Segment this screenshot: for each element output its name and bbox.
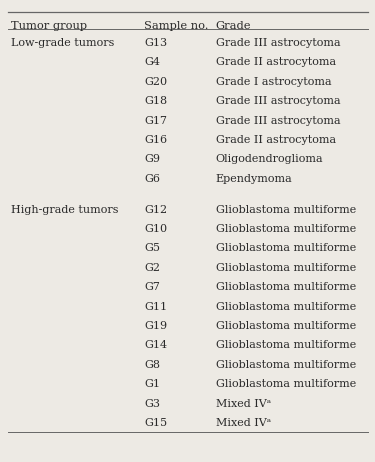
Text: G3: G3 bbox=[144, 399, 160, 409]
Text: Ependymoma: Ependymoma bbox=[216, 174, 292, 184]
Text: Glioblastoma multiforme: Glioblastoma multiforme bbox=[216, 302, 356, 312]
Text: Mixed IVᵃ: Mixed IVᵃ bbox=[216, 418, 271, 428]
Text: Grade I astrocytoma: Grade I astrocytoma bbox=[216, 77, 331, 87]
Text: G7: G7 bbox=[144, 282, 160, 292]
Text: Glioblastoma multiforme: Glioblastoma multiforme bbox=[216, 282, 356, 292]
Text: G6: G6 bbox=[144, 174, 160, 184]
Text: G5: G5 bbox=[144, 243, 160, 254]
Text: Glioblastoma multiforme: Glioblastoma multiforme bbox=[216, 263, 356, 273]
Text: G10: G10 bbox=[144, 224, 168, 234]
Text: Glioblastoma multiforme: Glioblastoma multiforme bbox=[216, 205, 356, 215]
Text: Low-grade tumors: Low-grade tumors bbox=[11, 38, 115, 48]
Text: Grade: Grade bbox=[216, 21, 251, 31]
Text: G13: G13 bbox=[144, 38, 168, 48]
Text: Grade II astrocytoma: Grade II astrocytoma bbox=[216, 57, 336, 67]
Text: G14: G14 bbox=[144, 340, 168, 351]
Text: Glioblastoma multiforme: Glioblastoma multiforme bbox=[216, 243, 356, 254]
Text: G2: G2 bbox=[144, 263, 160, 273]
Text: Grade III astrocytoma: Grade III astrocytoma bbox=[216, 38, 340, 48]
Text: Glioblastoma multiforme: Glioblastoma multiforme bbox=[216, 321, 356, 331]
Text: G17: G17 bbox=[144, 116, 167, 126]
Text: G1: G1 bbox=[144, 379, 160, 389]
Text: G8: G8 bbox=[144, 360, 160, 370]
Text: Grade II astrocytoma: Grade II astrocytoma bbox=[216, 135, 336, 145]
Text: High-grade tumors: High-grade tumors bbox=[11, 205, 119, 215]
Text: G16: G16 bbox=[144, 135, 168, 145]
Text: Glioblastoma multiforme: Glioblastoma multiforme bbox=[216, 360, 356, 370]
Text: Mixed IVᵃ: Mixed IVᵃ bbox=[216, 399, 271, 409]
Text: Grade III astrocytoma: Grade III astrocytoma bbox=[216, 96, 340, 106]
Text: G9: G9 bbox=[144, 154, 160, 164]
Text: Tumor group: Tumor group bbox=[11, 21, 87, 31]
Text: G11: G11 bbox=[144, 302, 168, 312]
Text: Grade III astrocytoma: Grade III astrocytoma bbox=[216, 116, 340, 126]
Text: Glioblastoma multiforme: Glioblastoma multiforme bbox=[216, 379, 356, 389]
Text: Oligodendroglioma: Oligodendroglioma bbox=[216, 154, 323, 164]
Text: Sample no.: Sample no. bbox=[144, 21, 209, 31]
Text: Glioblastoma multiforme: Glioblastoma multiforme bbox=[216, 224, 356, 234]
Text: G19: G19 bbox=[144, 321, 168, 331]
Text: G12: G12 bbox=[144, 205, 168, 215]
Text: G15: G15 bbox=[144, 418, 168, 428]
Text: G4: G4 bbox=[144, 57, 160, 67]
Text: G18: G18 bbox=[144, 96, 168, 106]
Text: G20: G20 bbox=[144, 77, 168, 87]
Text: Glioblastoma multiforme: Glioblastoma multiforme bbox=[216, 340, 356, 351]
